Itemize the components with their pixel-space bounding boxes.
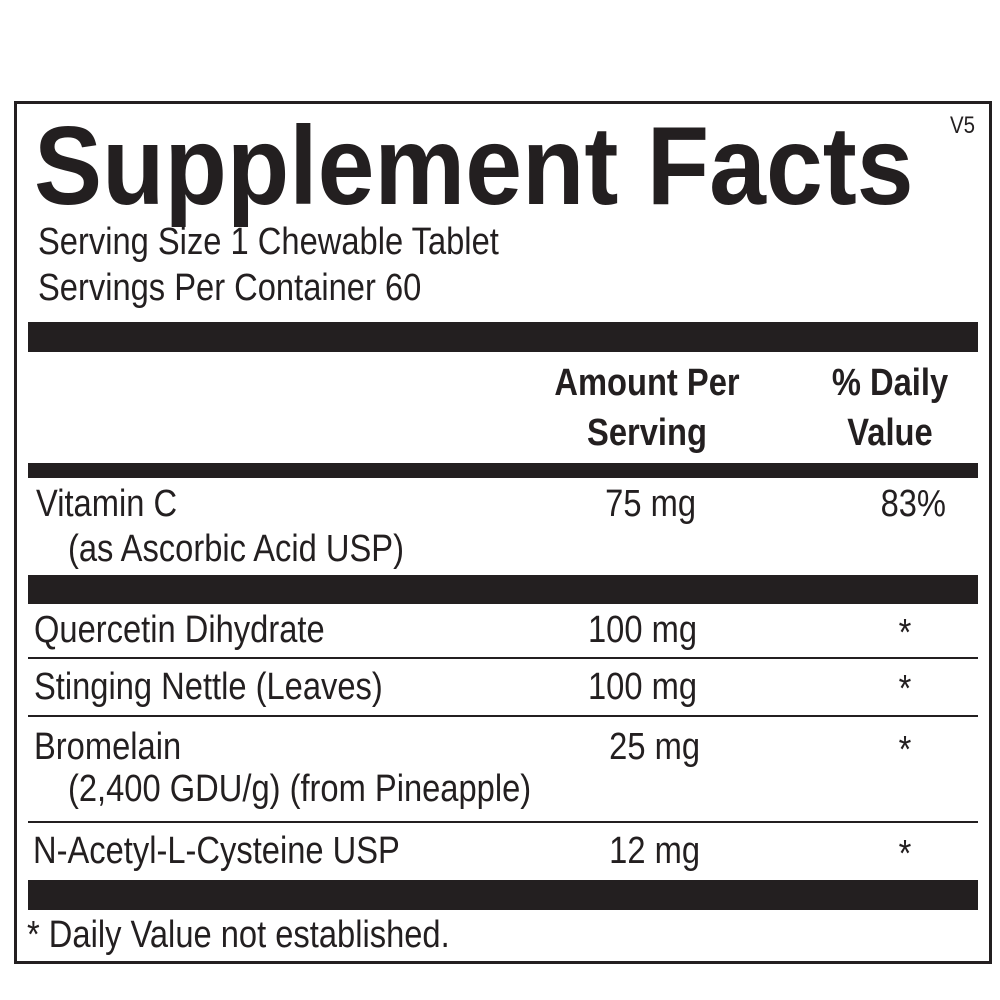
ingredient-name: Stinging Nettle (Leaves)	[34, 666, 383, 708]
ingredient-dv: *	[898, 668, 912, 710]
ingredient-name: Vitamin C	[36, 483, 178, 525]
amount-header-line1: Amount Per	[554, 362, 740, 404]
dv-header-line2: Value	[847, 412, 933, 454]
divider-bar	[28, 880, 978, 910]
supplement-facts-panel	[14, 101, 992, 964]
ingredient-dv: *	[898, 729, 912, 771]
ingredient-name: Quercetin Dihydrate	[34, 609, 325, 651]
amount-header-line2: Serving	[587, 412, 707, 454]
ingredient-name: N-Acetyl-L-Cysteine USP	[33, 830, 400, 872]
dv-header-line1: % Daily	[831, 362, 949, 404]
footnote: * Daily Value not established.	[27, 914, 450, 956]
divider-bar	[28, 322, 978, 352]
ingredient-sub: (as Ascorbic Acid USP)	[68, 528, 404, 570]
ingredient-name: Bromelain	[34, 726, 182, 768]
ingredient-dv: *	[898, 612, 912, 654]
ingredient-amount: 100 mg	[587, 666, 697, 708]
ingredient-amount: 12 mg	[609, 830, 700, 872]
row-divider	[28, 821, 978, 823]
row-divider	[28, 715, 978, 717]
ingredient-amount: 100 mg	[587, 609, 697, 651]
divider-bar	[28, 463, 978, 478]
ingredient-amount: 75 mg	[605, 483, 696, 525]
ingredient-amount: 25 mg	[609, 726, 700, 768]
ingredient-dv: 83%	[880, 483, 946, 525]
ingredient-sub: (2,400 GDU/g) (from Pineapple)	[68, 768, 532, 810]
serving-size: Serving Size 1 Chewable Tablet	[38, 221, 499, 263]
ingredient-dv: *	[898, 833, 912, 875]
divider-bar	[28, 575, 978, 604]
version-label: V5	[950, 112, 975, 139]
servings-per-container: Servings Per Container 60	[38, 267, 422, 309]
page-title: Supplement Facts	[34, 104, 914, 228]
row-divider	[28, 657, 978, 659]
